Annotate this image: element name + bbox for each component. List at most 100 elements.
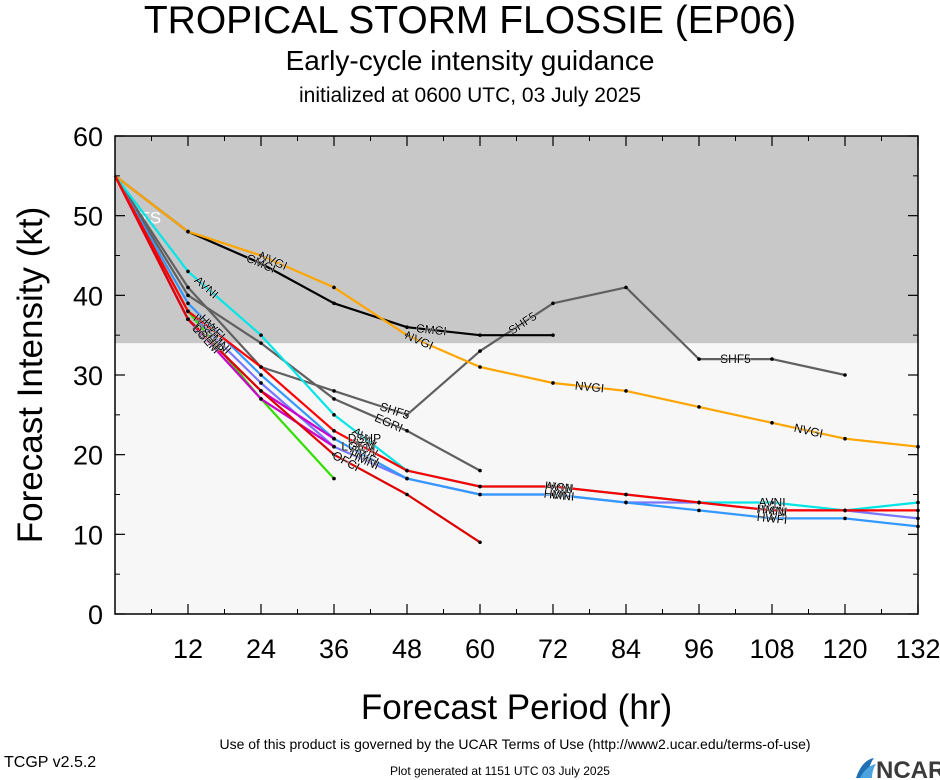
series-point-lgem [259,397,263,401]
ncar-logo-text: NCAR [876,757,940,780]
series-point-nvgi [259,253,263,258]
intensity-chart: TSNVGINVGINVGINVGICMCICMCISHF5SHF5SHF5EG… [11,122,940,727]
series-label-cmci: CMCI [415,321,447,338]
series-label-shf5: SHF5 [720,352,751,366]
series-point-ofci [478,540,482,545]
series-point-nvgi [624,389,628,393]
series-point-shf5 [405,413,409,417]
series-point-nvgi [405,333,409,337]
ncar-logo: NCAR [856,757,940,780]
series-point-dshp [332,436,336,441]
x-tick-label: 48 [392,634,422,664]
series-point-hwfi [186,301,190,306]
series-point-lgem [332,444,336,449]
series-point-shf5 [186,285,190,290]
x-axis-label: Forecast Period (hr) [361,688,672,727]
x-tick-label: 96 [684,634,714,664]
series-point-avni [186,269,190,274]
series-point-shf5 [551,301,555,306]
series-point-hwfi [259,373,263,377]
x-tick-label: 24 [246,634,276,664]
series-line-egri [114,175,481,472]
series-point-hmni [259,381,263,385]
x-tick-label: 120 [822,634,867,664]
series-point-ivcn [332,428,336,433]
series-point-nvgi [843,436,847,441]
ncar-logo-icon [856,758,874,778]
series-point-avni [770,500,774,505]
init-time-line: initialized at 0600 UTC, 03 July 2025 [298,84,642,107]
series-point-ivcn [478,484,482,489]
series-line-nvgi [114,174,919,448]
series-point-ivcn [843,508,847,513]
y-tick-label: 0 [88,600,103,630]
chart-title: TROPICAL STORM FLOSSIE (EP06) [143,0,797,42]
series-point-egri [259,341,263,345]
series-line-hwfi [114,175,919,528]
series-point-avni [259,333,263,337]
series-label-hwfi: HWFI [756,510,788,527]
x-tick-label: 108 [749,634,794,664]
series-point-ivcn [770,508,774,513]
series-point-hwfi [551,492,555,497]
series-point-ivcn [259,365,263,369]
series-point-nvgi [332,285,336,290]
y-tick-label: 30 [73,361,103,391]
series-point-ivcn [405,468,409,473]
series-point-egri [332,397,336,401]
series-label-ivcn: IVCN [757,502,787,519]
series-label-nvgi: NVGI [574,378,605,395]
series-point-cmci [405,325,409,330]
series-label-hwfi: HWFI [543,487,575,504]
series-point-shf5 [843,373,847,377]
series-label-dshp: DSHP [348,432,381,446]
series-point-hwfi [624,500,628,505]
x-tick-label: 60 [465,634,495,664]
series-point-nvgi [697,405,701,409]
series-point-hwfi [770,516,774,521]
tropical-storm-band [115,136,918,344]
series-point-cmci [259,261,263,266]
series-point-shf5 [624,285,628,290]
series-point-hwfi [697,508,701,513]
series-point-hwfi [843,516,847,521]
series-point-nvgi [770,421,774,425]
ncar-logo-icon-inner [860,764,876,778]
y-tick-label: 50 [73,202,103,232]
series-point-ship [332,476,336,481]
series-label-nvgi: NVGI [793,421,825,441]
x-tick-label: 36 [319,634,349,664]
series-point-hwfi [478,492,482,497]
series-label-avni: AVNI [545,479,573,496]
series-point-ofci [332,452,336,457]
series-point-ofci [186,317,190,322]
y-tick-label: 40 [73,281,103,311]
series-point-avni [332,413,336,417]
series-point-cmci [551,333,555,337]
series-point-egri [405,428,409,433]
series-point-shf5 [332,389,336,393]
series-point-cmci [478,333,482,337]
series-point-ofci [405,492,409,497]
series-point-hwfi [405,476,409,481]
chart-subtitle: Early-cycle intensity guidance [285,45,655,76]
series-point-egri [186,293,190,298]
x-tick-label: 84 [611,634,641,664]
y-axis-label: Forecast Intensity (kt) [11,207,50,543]
series-line-ofci [114,175,481,544]
series-point-egri [478,468,482,473]
series-point-shf5 [478,349,482,353]
series-point-shf5 [697,357,701,361]
series-label-hmni: HMNI [543,487,575,504]
series-label-hmni: HMNI [756,502,788,519]
x-tick-label: 132 [895,634,940,664]
series-label-lgem: LGEM [341,440,375,454]
version-label: TCGP v2.5.2 [4,754,97,771]
series-point-ivcn [697,500,701,505]
series-label-avni: AVNI [758,495,785,509]
x-tick-label: 12 [173,634,203,664]
series-line-ivcn [114,175,918,512]
series-point-ofci [259,389,263,393]
y-tick-label: 20 [73,441,103,471]
y-tick-label: 60 [73,122,103,152]
